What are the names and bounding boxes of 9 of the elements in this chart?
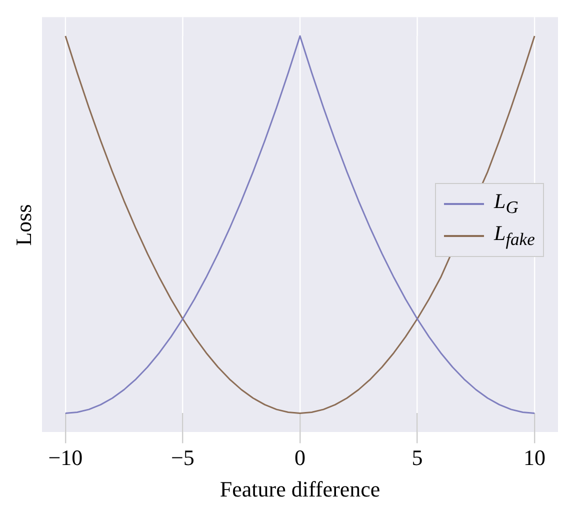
x-tick-label: −10	[48, 445, 83, 470]
y-axis-title: Loss	[11, 204, 37, 246]
legend-label: L$_{fake}$	[494, 221, 535, 250]
x-tick-label: −5	[171, 445, 194, 470]
x-axis-title: Feature difference	[220, 476, 380, 502]
x-tick-label: 0	[294, 445, 306, 470]
x-tick-label: 5	[412, 445, 423, 470]
x-tick-label: 10	[524, 445, 546, 470]
legend-label: L$_{G}$	[494, 189, 518, 218]
